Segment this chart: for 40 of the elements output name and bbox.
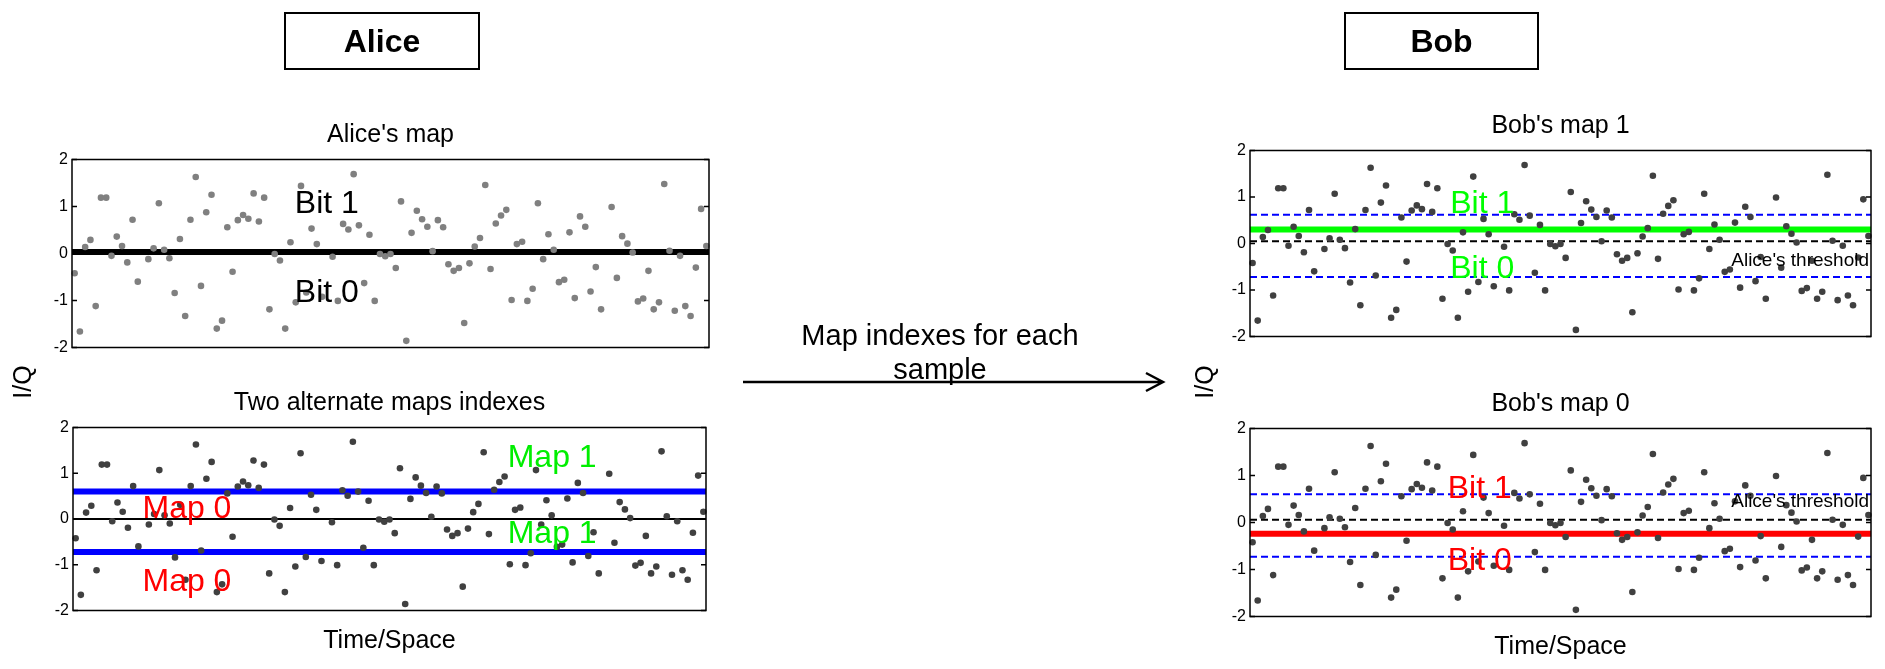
annotation: Map 1 bbox=[507, 438, 597, 475]
y-tick-label: -2 bbox=[1231, 326, 1247, 344]
text: Alice bbox=[284, 12, 480, 70]
y-tick-label: 1 bbox=[60, 463, 70, 481]
annotation: Bit 1 bbox=[294, 184, 359, 221]
y-tick-label: 2 bbox=[60, 418, 70, 436]
chart-title: Bob's map 1 bbox=[1491, 110, 1630, 139]
chart-title: Alice's map bbox=[326, 119, 455, 148]
y-tick-label: 0 bbox=[59, 243, 69, 261]
text: Map indexes for each sample bbox=[800, 318, 1080, 386]
chart-title: Bob's map 0 bbox=[1491, 388, 1630, 417]
annotation: Map 0 bbox=[142, 561, 232, 598]
annotation: Bit 0 bbox=[294, 273, 359, 310]
y-axis-title: I/Q bbox=[7, 365, 37, 399]
annotation: Bit 0 bbox=[1450, 248, 1515, 285]
y-tick-label: 2 bbox=[1237, 419, 1247, 437]
legend-label: Alice's threshold bbox=[1731, 249, 1869, 271]
y-tick-label: 2 bbox=[59, 150, 69, 168]
y-tick-label: 1 bbox=[59, 196, 69, 214]
y-tick-label: -2 bbox=[53, 337, 69, 355]
y-tick-label: 0 bbox=[60, 509, 70, 527]
y-tick-label: -1 bbox=[53, 290, 69, 308]
annotation: Map 0 bbox=[142, 488, 232, 525]
y-tick-label: -1 bbox=[1231, 559, 1247, 577]
y-tick-label: -2 bbox=[54, 600, 70, 618]
chart-title: Two alternate maps indexes bbox=[233, 387, 546, 416]
y-tick-label: -2 bbox=[1231, 606, 1247, 624]
y-tick-label: 1 bbox=[1237, 187, 1247, 205]
y-tick-label: 0 bbox=[1237, 233, 1247, 251]
x-axis-title: Time/Space bbox=[1494, 631, 1627, 660]
annotation: Map 1 bbox=[507, 513, 597, 550]
x-axis-title: Time/Space bbox=[323, 625, 456, 654]
annotation: Bit 1 bbox=[1450, 183, 1515, 220]
y-tick-label: -1 bbox=[1231, 280, 1247, 298]
text: Bob bbox=[1344, 12, 1539, 70]
y-tick-label: 0 bbox=[1237, 512, 1247, 530]
y-axis-title: I/Q bbox=[1189, 365, 1219, 399]
y-tick-label: 2 bbox=[1237, 141, 1247, 159]
y-tick-label: -1 bbox=[54, 555, 70, 573]
y-tick-label: 1 bbox=[1237, 465, 1247, 483]
